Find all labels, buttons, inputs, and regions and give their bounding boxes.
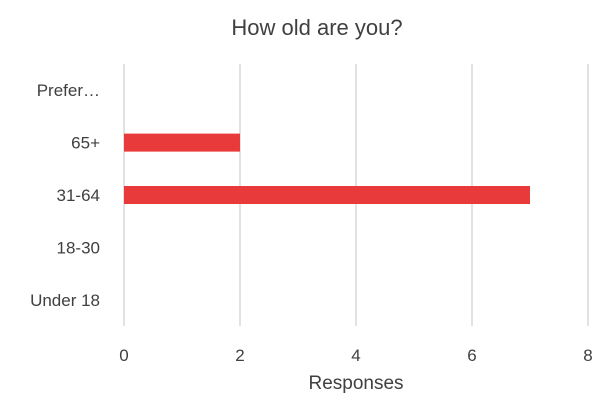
chart-title: How old are you? (231, 15, 402, 40)
category-label: 31-64 (57, 186, 100, 205)
category-label: Prefer… (37, 81, 100, 100)
x-tick-label: 2 (235, 346, 244, 365)
category-label: 18-30 (57, 238, 100, 257)
category-label: 65+ (71, 134, 100, 153)
bar (124, 133, 240, 152)
category-label: Under 18 (30, 291, 100, 310)
x-tick-label: 0 (119, 346, 128, 365)
x-tick-label: 4 (351, 346, 360, 365)
x-tick-labels: 0 2 4 6 8 (119, 346, 592, 365)
bar (124, 186, 530, 204)
x-axis-title: Responses (308, 373, 403, 394)
category-labels: Under 18 18-30 31-64 65+ Prefer… (30, 81, 100, 310)
x-tick-label: 8 (583, 346, 592, 365)
bars (124, 133, 530, 204)
x-tick-label: 6 (467, 346, 476, 365)
